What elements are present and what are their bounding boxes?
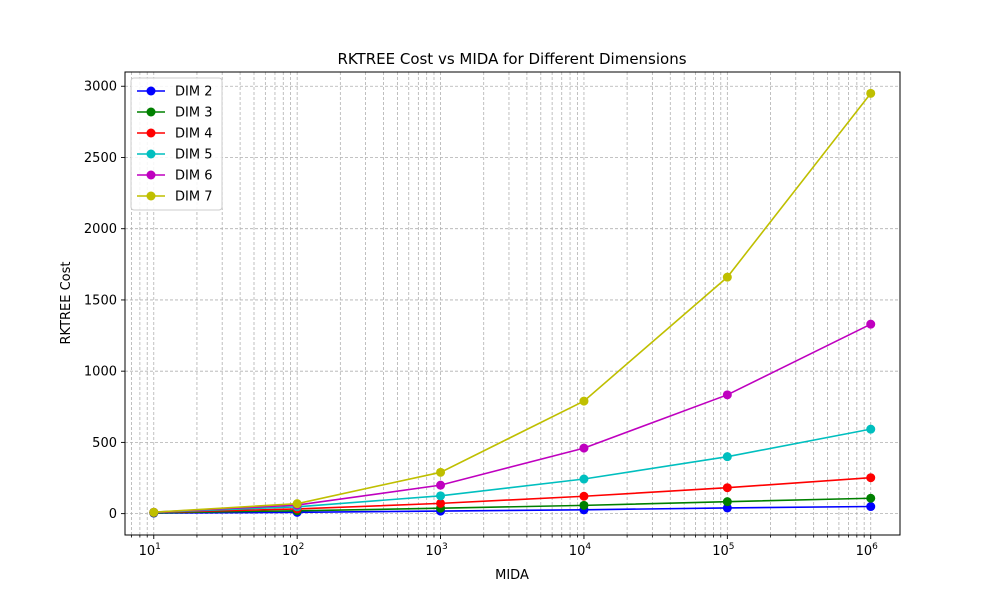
x-tick-exponent: 1: [155, 542, 161, 552]
x-tick-label: 102: [282, 542, 304, 559]
data-point: [579, 500, 589, 510]
series-line: [153, 428, 871, 514]
legend-swatch-marker: [146, 149, 156, 159]
data-point: [866, 88, 876, 98]
legend-swatch-marker: [146, 170, 156, 180]
x-tick-base: 10: [712, 544, 729, 559]
series-dim-7: [149, 88, 876, 517]
data-point: [579, 474, 589, 484]
series-line: [153, 323, 872, 514]
data-point: [292, 499, 302, 509]
legend-item: DIM 6: [137, 169, 212, 184]
legend-label: DIM 5: [175, 148, 212, 163]
series-line: [153, 92, 872, 514]
data-point: [722, 452, 732, 462]
y-tick-label: 0: [109, 507, 117, 522]
legend-label: DIM 4: [175, 127, 212, 142]
x-tick-base: 10: [282, 544, 299, 559]
legend-label: DIM 3: [175, 106, 212, 121]
x-tick-exponent: 5: [729, 542, 735, 552]
legend-item: DIM 2: [137, 85, 212, 100]
x-tick-label: 105: [712, 542, 734, 559]
x-tick-base: 10: [569, 544, 586, 559]
data-point: [436, 491, 446, 501]
x-ticks: 101 102 103 104 105 106: [131, 535, 879, 559]
series-dim-4: [149, 473, 876, 517]
legend-swatch-marker: [146, 107, 156, 117]
x-tick-exponent: 4: [585, 542, 591, 552]
data-point: [866, 473, 876, 483]
legend-item: DIM 3: [137, 106, 212, 121]
data-point: [866, 502, 876, 512]
data-point: [722, 503, 732, 513]
x-tick-base: 10: [139, 544, 156, 559]
legend: DIM 2 DIM 3 DIM 4 DIM 5 DIM 6 DIM 7: [130, 77, 223, 211]
data-point: [579, 396, 589, 406]
x-tick-base: 10: [856, 544, 873, 559]
data-point: [579, 443, 589, 453]
legend-item: DIM 7: [137, 190, 212, 205]
legend-item: DIM 4: [137, 127, 212, 142]
y-tick-label: 3000: [84, 80, 117, 95]
legend-label: DIM 7: [175, 190, 212, 205]
y-tick-label: 2500: [84, 151, 117, 166]
x-tick-label: 101: [139, 542, 161, 559]
data-point: [866, 319, 876, 329]
data-point: [722, 272, 732, 282]
x-tick-label: 104: [569, 542, 592, 559]
series-layer: [149, 88, 876, 518]
legend-item: DIM 5: [137, 148, 212, 163]
data-point: [436, 480, 446, 490]
data-point: [436, 467, 446, 477]
x-tick-label: 106: [856, 542, 879, 559]
y-tick-label: 2000: [84, 222, 117, 237]
x-tick-exponent: 2: [299, 542, 305, 552]
chart-title: RKTREE Cost vs MIDA for Different Dimens…: [337, 50, 686, 68]
data-point: [722, 483, 732, 493]
data-point: [866, 424, 876, 434]
x-axis-label: MIDA: [495, 568, 529, 583]
series-line: [153, 497, 871, 514]
legend-swatch-marker: [146, 128, 156, 138]
x-tick-exponent: 3: [442, 542, 448, 552]
y-tick-label: 500: [92, 436, 117, 451]
series-line: [153, 476, 871, 514]
legend-swatch-marker: [146, 86, 156, 96]
x-tick-label: 103: [425, 542, 447, 559]
data-point: [722, 497, 732, 507]
x-tick-base: 10: [425, 544, 442, 559]
data-point: [722, 390, 732, 400]
data-point: [579, 491, 589, 501]
legend-label: DIM 6: [175, 169, 212, 184]
data-point: [866, 493, 876, 503]
series-line: [153, 505, 871, 514]
data-point: [149, 507, 159, 517]
data-point: [436, 498, 446, 508]
legend-swatch-marker: [146, 191, 156, 201]
y-tick-label: 1000: [84, 365, 117, 380]
y-axis-label: RKTREE Cost: [59, 262, 74, 345]
legend-label: DIM 2: [175, 85, 212, 100]
y-ticks: 0 500 1000 1500 2000 2500 3000: [84, 80, 125, 522]
plot-frame: [124, 71, 901, 536]
y-tick-label: 1500: [84, 293, 117, 308]
x-tick-exponent: 6: [872, 542, 878, 552]
